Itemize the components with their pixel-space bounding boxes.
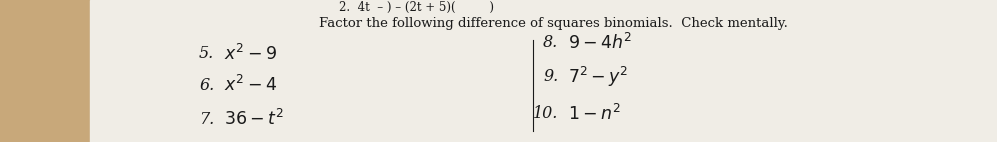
- Text: $36-t^2$: $36-t^2$: [224, 109, 284, 129]
- Text: Factor the following difference of squares binomials.  Check mentally.: Factor the following difference of squar…: [319, 17, 788, 30]
- Text: 9.: 9.: [543, 68, 558, 85]
- Text: 6.: 6.: [199, 77, 214, 94]
- Text: $x^2-9$: $x^2-9$: [224, 44, 277, 64]
- Text: $7^2-y^2$: $7^2-y^2$: [568, 65, 629, 89]
- Text: $1-n^2$: $1-n^2$: [568, 104, 621, 124]
- Text: 7.: 7.: [199, 111, 214, 128]
- Text: 8.: 8.: [543, 34, 558, 51]
- Text: $x^2-4$: $x^2-4$: [224, 75, 277, 95]
- Text: 10.: 10.: [533, 105, 558, 122]
- Text: $9-4h^2$: $9-4h^2$: [568, 33, 633, 53]
- Text: 5.: 5.: [199, 45, 214, 62]
- Text: 2.  4t  – ) – (2t + 5)(         ): 2. 4t – ) – (2t + 5)( ): [339, 1, 494, 14]
